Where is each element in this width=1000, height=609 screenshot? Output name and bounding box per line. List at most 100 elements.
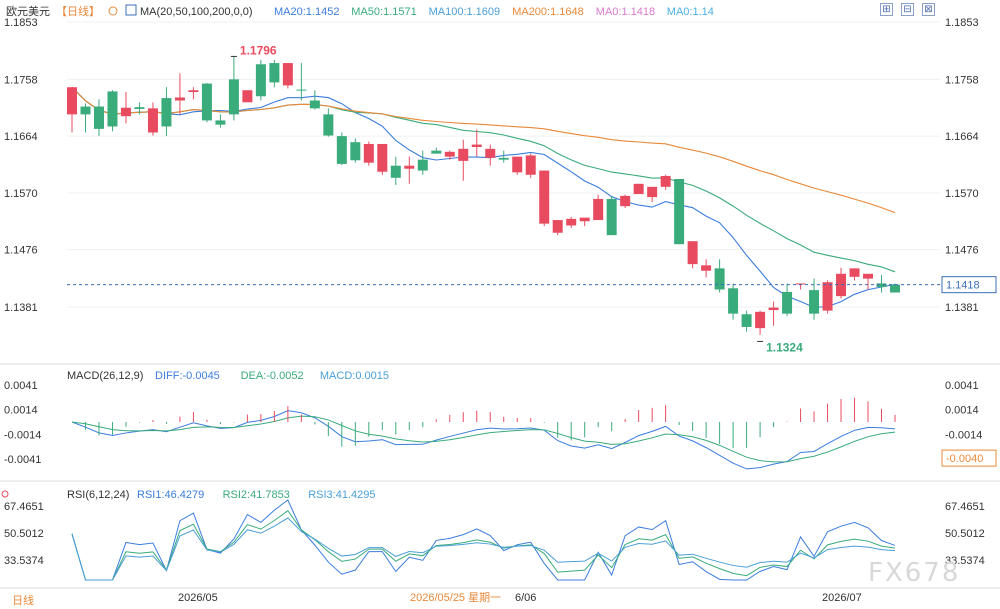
candle-body[interactable] [161, 98, 172, 127]
candle-body[interactable] [80, 106, 91, 115]
rsi-tick-right: 50.5012 [945, 528, 985, 540]
candle-body[interactable] [593, 198, 604, 221]
price-tick-right: 1.1476 [945, 245, 979, 257]
macd-panel [71, 397, 896, 470]
macd-tick-right: 0.0014 [945, 404, 979, 416]
moving-average-lines [71, 86, 896, 309]
candle-body[interactable] [809, 290, 820, 314]
time-axis-label: 2026/05/25 星期一 [410, 591, 501, 604]
candle-body[interactable] [485, 148, 496, 158]
candle-body[interactable] [242, 90, 253, 103]
candle-body[interactable] [512, 156, 523, 173]
ma-legend-item: MA100:1.1609 [429, 6, 501, 18]
candle-body[interactable] [255, 64, 266, 97]
instrument-title: 欧元美元 [6, 5, 50, 18]
candle-body[interactable] [876, 283, 887, 288]
price-tick-left: 1.1664 [4, 131, 38, 143]
candle-body[interactable] [849, 268, 860, 277]
candle-body[interactable] [890, 284, 900, 293]
candle-body[interactable] [755, 311, 766, 329]
price-tick-left: 1.1570 [4, 188, 38, 200]
bottom-period-tab[interactable]: 日线 [12, 595, 34, 607]
candle-body[interactable] [768, 307, 779, 311]
candle-body[interactable] [201, 83, 212, 121]
candle-body[interactable] [390, 165, 401, 178]
rsi-tick-left: 50.5012 [4, 528, 44, 540]
macd-tick-right: 0.0041 [945, 380, 979, 392]
candle-body[interactable] [174, 97, 185, 101]
candle-body[interactable] [147, 108, 158, 133]
macd-tick-left: -0.0041 [4, 454, 41, 466]
candle-body[interactable] [431, 150, 442, 154]
rsi3-line [71, 517, 896, 581]
rsi-tick-left: 67.4651 [4, 501, 44, 513]
candle-body[interactable] [471, 144, 482, 147]
candle-body[interactable] [417, 159, 428, 171]
ma-toggle-icon[interactable] [125, 4, 137, 16]
candle-body[interactable] [296, 89, 307, 91]
candle-body[interactable] [67, 87, 77, 115]
candle-body[interactable] [822, 282, 833, 311]
candle-body[interactable] [620, 195, 631, 207]
candle-body[interactable] [579, 217, 590, 222]
time-axis-label: 2026/07 [822, 592, 862, 604]
last-price-label: 1.1418 [946, 280, 980, 292]
last-price-box [941, 276, 997, 294]
candle-body[interactable] [566, 218, 577, 226]
rsi-legend-item: RSI1:46.4279 [137, 489, 204, 501]
add-tool-icon[interactable]: ⊞ [880, 3, 893, 16]
period-label: 【日线】 [56, 4, 100, 18]
low-marker-label: 1.1324 [766, 340, 803, 354]
candle-body[interactable] [525, 155, 536, 175]
candle-body[interactable] [404, 165, 415, 169]
candle-body[interactable] [444, 151, 455, 157]
candle-body[interactable] [795, 283, 806, 285]
candle-body[interactable] [539, 170, 550, 224]
candle-body[interactable] [215, 120, 226, 125]
candle-body[interactable] [687, 241, 698, 265]
macd-tick-left: 0.0014 [4, 404, 38, 416]
macd-tick-left: 0.0041 [4, 380, 38, 392]
candle-body[interactable] [552, 220, 563, 233]
candle-body[interactable] [458, 148, 469, 161]
candle-body[interactable] [134, 107, 145, 109]
candle-body[interactable] [782, 291, 793, 314]
close-icon[interactable]: ⊠ [922, 3, 935, 16]
candle-body[interactable] [323, 114, 334, 136]
candle-body[interactable] [674, 178, 685, 245]
candle-body[interactable] [647, 186, 658, 198]
candle-body[interactable] [498, 157, 509, 160]
candlestick-series[interactable]: 1.1796 1.1324 [67, 43, 900, 354]
ma-legend-item: MA200:1.1648 [512, 6, 584, 18]
candle-body[interactable] [363, 143, 374, 163]
candle-body[interactable] [714, 268, 725, 290]
axis-labels: 1.1853 1.1853 1.1758 1.1758 1.1664 1.1664 1.15… [4, 17, 997, 604]
candle-body[interactable] [107, 91, 118, 127]
candle-body[interactable] [309, 100, 320, 109]
macd-last-label: -0.0040 [946, 453, 983, 465]
price-tick-right: 1.1570 [945, 188, 979, 200]
macd-legend-item: DIFF:-0.0045 [155, 370, 220, 382]
rsi-settings-icon[interactable] [1, 490, 9, 498]
candle-body[interactable] [660, 175, 671, 187]
candle-body[interactable] [606, 198, 617, 236]
candle-body[interactable] [269, 63, 280, 83]
candle-body[interactable] [633, 183, 644, 195]
candle-body[interactable] [350, 142, 361, 161]
candle-body[interactable] [228, 79, 239, 115]
candle-body[interactable] [741, 314, 752, 327]
candle-body[interactable] [120, 107, 131, 117]
zoom-out-icon[interactable]: ⊟ [901, 3, 914, 16]
candle-body[interactable] [701, 265, 712, 271]
settings-icon[interactable] [108, 6, 118, 16]
candle-body[interactable] [93, 106, 104, 129]
candle-body[interactable] [336, 136, 347, 164]
candle-body[interactable] [188, 90, 199, 93]
time-axis-label: 2026/05 [178, 592, 218, 604]
candle-body[interactable] [863, 273, 874, 279]
macd-tick-left: -0.0014 [4, 430, 41, 442]
candle-body[interactable] [377, 143, 388, 172]
price-tick-left: 1.1758 [4, 74, 38, 86]
candle-body[interactable] [728, 288, 739, 314]
candle-body[interactable] [282, 63, 293, 86]
